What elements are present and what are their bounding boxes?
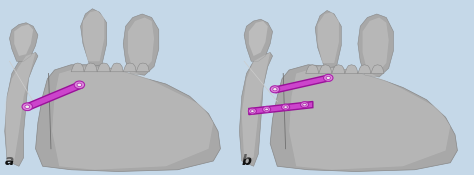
- Polygon shape: [242, 52, 270, 159]
- Circle shape: [22, 103, 32, 111]
- Polygon shape: [315, 10, 341, 68]
- Polygon shape: [249, 102, 313, 115]
- Polygon shape: [84, 63, 97, 72]
- Polygon shape: [270, 65, 457, 172]
- Polygon shape: [14, 25, 33, 56]
- Polygon shape: [371, 65, 384, 74]
- Circle shape: [282, 104, 290, 110]
- Circle shape: [251, 110, 254, 113]
- Polygon shape: [123, 63, 137, 72]
- Polygon shape: [289, 66, 450, 170]
- Polygon shape: [249, 21, 268, 56]
- Circle shape: [74, 81, 84, 89]
- Polygon shape: [318, 12, 339, 63]
- Circle shape: [284, 106, 287, 108]
- Polygon shape: [97, 63, 110, 72]
- Polygon shape: [363, 18, 389, 74]
- Polygon shape: [123, 14, 159, 75]
- Polygon shape: [128, 18, 154, 72]
- Polygon shape: [137, 63, 149, 72]
- Polygon shape: [244, 19, 273, 61]
- Circle shape: [265, 108, 268, 111]
- Polygon shape: [358, 65, 371, 74]
- Circle shape: [303, 103, 306, 106]
- Polygon shape: [71, 63, 84, 72]
- Polygon shape: [5, 52, 38, 166]
- Polygon shape: [81, 9, 107, 66]
- Text: a: a: [5, 154, 14, 168]
- Circle shape: [301, 102, 309, 108]
- Text: b: b: [242, 154, 252, 168]
- Polygon shape: [83, 10, 104, 61]
- Polygon shape: [36, 65, 220, 172]
- Polygon shape: [9, 23, 38, 61]
- Polygon shape: [110, 63, 123, 72]
- Polygon shape: [358, 14, 393, 77]
- Circle shape: [270, 86, 280, 93]
- Circle shape: [77, 83, 82, 87]
- Circle shape: [273, 88, 277, 91]
- Polygon shape: [273, 75, 331, 93]
- Circle shape: [326, 76, 330, 79]
- Polygon shape: [5, 52, 36, 161]
- Circle shape: [248, 108, 256, 114]
- Circle shape: [25, 105, 29, 108]
- Polygon shape: [332, 65, 345, 74]
- Polygon shape: [239, 52, 273, 166]
- Polygon shape: [319, 65, 332, 74]
- Polygon shape: [306, 65, 319, 74]
- Polygon shape: [24, 82, 83, 110]
- Polygon shape: [52, 66, 213, 170]
- Polygon shape: [345, 65, 358, 74]
- Circle shape: [323, 74, 333, 81]
- Circle shape: [263, 106, 271, 112]
